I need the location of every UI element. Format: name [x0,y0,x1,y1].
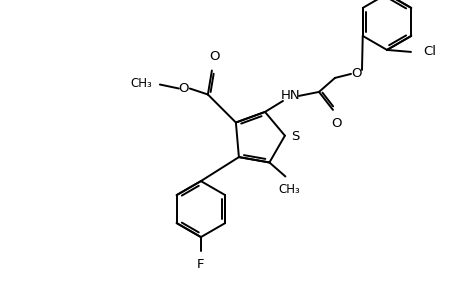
Text: O: O [209,50,220,62]
Text: O: O [331,117,341,130]
Text: O: O [351,68,361,80]
Text: F: F [197,258,204,271]
Text: Cl: Cl [422,45,435,58]
Text: CH₃: CH₃ [130,77,151,90]
Text: HN: HN [280,89,300,102]
Text: O: O [178,82,189,95]
Text: S: S [290,130,299,143]
Text: CH₃: CH₃ [278,184,300,196]
